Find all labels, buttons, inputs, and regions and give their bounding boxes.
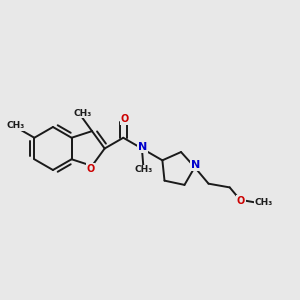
Text: O: O xyxy=(120,114,129,124)
Text: CH₃: CH₃ xyxy=(134,165,152,174)
Text: CH₃: CH₃ xyxy=(73,109,91,118)
Text: CH₃: CH₃ xyxy=(254,198,273,207)
Text: O: O xyxy=(237,196,245,206)
Text: N: N xyxy=(191,160,200,170)
Text: N: N xyxy=(138,142,147,152)
Text: O: O xyxy=(86,164,95,174)
Text: CH₃: CH₃ xyxy=(7,121,25,130)
